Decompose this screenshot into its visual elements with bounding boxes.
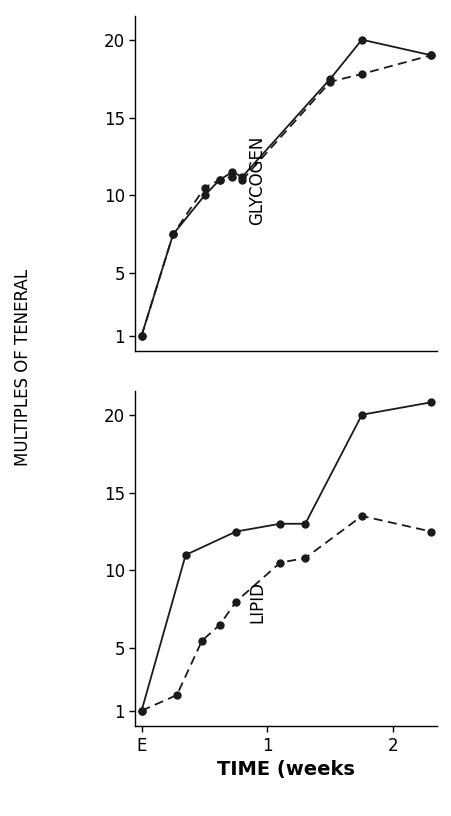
Text: GLYCOGEN: GLYCOGEN	[249, 135, 267, 224]
X-axis label: TIME (weeks: TIME (weeks	[217, 761, 355, 779]
Text: LIPID: LIPID	[249, 581, 267, 623]
Text: MULTIPLES OF TENERAL: MULTIPLES OF TENERAL	[14, 268, 32, 466]
